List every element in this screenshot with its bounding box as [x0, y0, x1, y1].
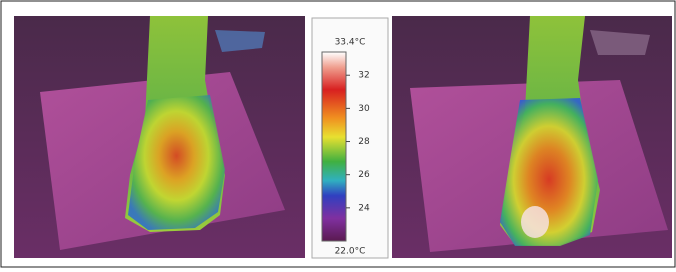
left-thermogram [14, 16, 305, 258]
scale-panel [312, 18, 388, 258]
color-bar [322, 52, 346, 241]
thermal-figure: 33.4°C 22.0°C 24 26 28 30 32 [0, 0, 676, 268]
right-thermogram [392, 16, 672, 258]
scale-tick-label: 28 [358, 137, 370, 147]
scale-tick-label: 32 [358, 71, 369, 81]
scale-tick-label: 26 [358, 170, 370, 180]
scale-max-label: 33.4°C [335, 38, 366, 48]
scale-tick-label: 30 [358, 104, 370, 114]
scale-min-label: 22.0°C [335, 247, 366, 257]
hot-spot [521, 206, 549, 238]
scale-tick-label: 24 [358, 203, 370, 213]
